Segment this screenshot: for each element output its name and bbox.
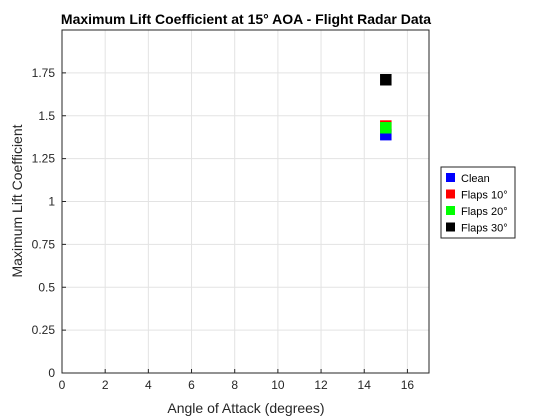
legend-swatch: [446, 206, 455, 215]
legend-label: Flaps 30°: [461, 223, 508, 235]
data-point-marker: [380, 122, 392, 134]
x-tick-label: 12: [314, 378, 328, 392]
x-tick-label: 10: [271, 378, 285, 392]
legend-label: Flaps 20°: [461, 206, 508, 218]
y-tick-label: 0.5: [38, 280, 55, 294]
data-point-marker: [380, 73, 392, 86]
grid-layer: [61, 30, 429, 374]
legend-items: Clean Flaps 10° Flaps 20° Flaps 30°: [446, 173, 508, 235]
legend-swatch: [446, 189, 455, 199]
legend-swatch: [446, 173, 455, 182]
x-tick-label: 0: [59, 378, 66, 392]
x-tick-label: 16: [401, 378, 415, 392]
y-axis-label: Maximum Lift Coefficient: [9, 124, 25, 277]
y-tick-label: 1.5: [38, 109, 55, 123]
legend-label: Flaps 10°: [461, 190, 508, 202]
legend-label: Clean: [461, 173, 490, 185]
y-tick-label: 1.75: [32, 66, 56, 80]
legend: Clean Flaps 10° Flaps 20° Flaps 30°: [440, 166, 516, 239]
x-tick-label: 4: [145, 378, 152, 392]
x-tick-label: 6: [188, 378, 195, 392]
x-tick-label: 2: [102, 378, 109, 392]
legend-swatch: [446, 222, 455, 232]
chart-title: Maximum Lift Coefficient at 15° AOA - Fl…: [61, 11, 431, 27]
y-tick-label: 0: [48, 366, 55, 380]
y-tick-label: 1: [48, 195, 55, 209]
tick-layer: 0 2 4 6 8 10 12 14 16 0 0.25 0.5 0.75 1 1.25 1.5 1.75: [32, 66, 415, 392]
y-tick-label: 0.75: [32, 237, 56, 251]
x-axis-label: Angle of Attack (degrees): [167, 400, 324, 416]
y-tick-label: 1.25: [32, 152, 56, 166]
marker-layer: [380, 73, 392, 141]
x-tick-label: 8: [231, 378, 238, 392]
y-tick-label: 0.25: [32, 323, 56, 337]
x-tick-label: 14: [358, 378, 372, 392]
